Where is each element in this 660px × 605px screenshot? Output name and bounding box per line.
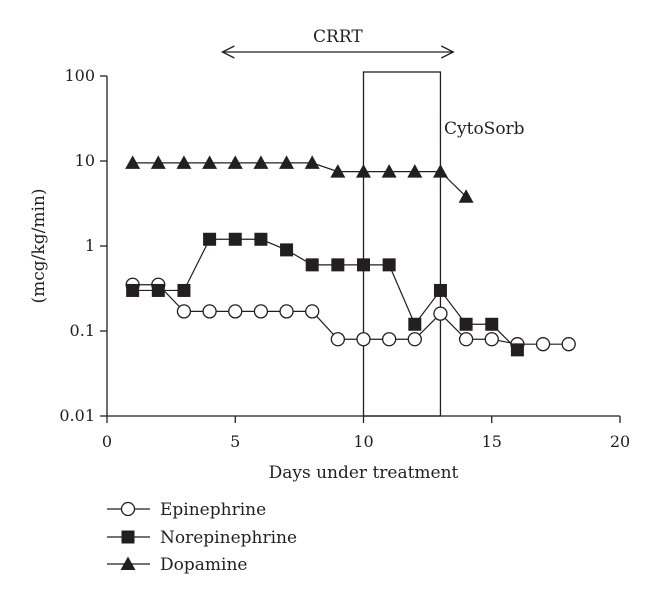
series — [125, 155, 576, 357]
series-norepinephrine — [126, 232, 524, 357]
data-point-norepinephrine — [254, 232, 268, 246]
x-tick-label: 5 — [230, 432, 240, 451]
cytosorb-label: CytoSorb — [444, 119, 525, 139]
data-point-epinephrine — [253, 304, 269, 319]
x-tick-label: 15 — [482, 432, 502, 451]
y-tick-label: 10 — [75, 151, 95, 170]
data-point-norepinephrine — [459, 317, 473, 331]
data-point-epinephrine — [433, 306, 448, 321]
data-point-norepinephrine — [177, 283, 191, 297]
data-point-dopamine — [150, 155, 166, 169]
data-point-dopamine — [202, 155, 218, 169]
y-tick-label: 0.01 — [59, 406, 95, 425]
data-point-epinephrine — [381, 332, 397, 347]
x-tick-label: 0 — [102, 432, 112, 451]
legend-label: Dopamine — [160, 555, 247, 575]
annotations: CytoSorb CRRT — [220, 27, 525, 417]
data-point-dopamine — [432, 164, 448, 178]
cytosorb-box — [362, 71, 442, 417]
data-point-dopamine — [304, 155, 320, 169]
series-line-dopamine — [132, 162, 467, 198]
data-point-norepinephrine — [305, 258, 319, 272]
y-axis-label: (mcg/kg/min) — [29, 189, 49, 304]
data-point-dopamine — [176, 155, 192, 169]
y-tick-label: 100 — [64, 66, 95, 85]
data-point-norepinephrine — [510, 343, 524, 357]
data-point-epinephrine — [176, 304, 192, 319]
data-point-dopamine — [381, 164, 397, 178]
data-point-dopamine — [279, 155, 295, 169]
data-point-epinephrine — [228, 304, 243, 319]
legend: Epinephrine Norepinephrine Dopamine — [107, 500, 297, 575]
y-tick-label: 1 — [85, 236, 95, 255]
data-point-norepinephrine — [433, 283, 447, 297]
series-line-norepinephrine — [132, 238, 518, 351]
x-tick-label: 20 — [610, 432, 630, 451]
legend-item-epinephrine: Epinephrine — [107, 500, 266, 520]
series-dopamine — [125, 155, 474, 203]
legend-label: Epinephrine — [160, 500, 266, 520]
data-point-norepinephrine — [382, 258, 396, 272]
data-point-dopamine — [253, 155, 269, 169]
x-axis-label: Days under treatment — [269, 463, 459, 483]
data-point-norepinephrine — [280, 243, 294, 257]
data-point-epinephrine — [407, 332, 422, 347]
data-point-epinephrine — [330, 332, 346, 347]
data-point-epinephrine — [458, 332, 474, 347]
data-point-epinephrine — [279, 304, 294, 319]
data-point-norepinephrine — [357, 258, 370, 272]
data-point-norepinephrine — [485, 317, 499, 331]
data-point-norepinephrine — [408, 317, 422, 331]
data-point-epinephrine — [561, 337, 576, 352]
data-point-dopamine — [125, 155, 141, 169]
x-tick-label: 10 — [353, 432, 373, 451]
crrt-label: CRRT — [313, 27, 363, 47]
legend-marker — [120, 501, 136, 517]
data-point-epinephrine — [202, 304, 217, 319]
data-point-norepinephrine — [126, 283, 140, 297]
legend-marker — [120, 556, 136, 570]
data-point-epinephrine — [305, 304, 320, 319]
data-point-epinephrine — [535, 337, 551, 352]
crrt-arrow-right-head — [440, 45, 455, 59]
data-point-epinephrine — [356, 332, 371, 347]
legend-item-dopamine: Dopamine — [107, 555, 247, 575]
y-tick-label: 0.1 — [70, 321, 95, 340]
data-point-norepinephrine — [203, 232, 217, 246]
data-point-norepinephrine — [228, 232, 242, 246]
plot-area: 0 5 10 15 20 0.01 0.1 1 10 100 Days under treatmen… — [29, 66, 630, 483]
data-point-dopamine — [356, 164, 371, 178]
data-point-epinephrine — [484, 332, 499, 347]
crrt-arrow-left-head — [220, 45, 235, 59]
legend-item-norepinephrine: Norepinephrine — [107, 528, 297, 548]
legend-label: Norepinephrine — [160, 528, 297, 548]
data-point-dopamine — [330, 164, 346, 178]
data-point-dopamine — [407, 164, 423, 178]
legend-marker — [121, 530, 135, 544]
data-point-dopamine — [458, 189, 474, 203]
data-point-norepinephrine — [331, 258, 345, 272]
data-point-norepinephrine — [151, 283, 165, 297]
data-point-dopamine — [227, 155, 243, 169]
